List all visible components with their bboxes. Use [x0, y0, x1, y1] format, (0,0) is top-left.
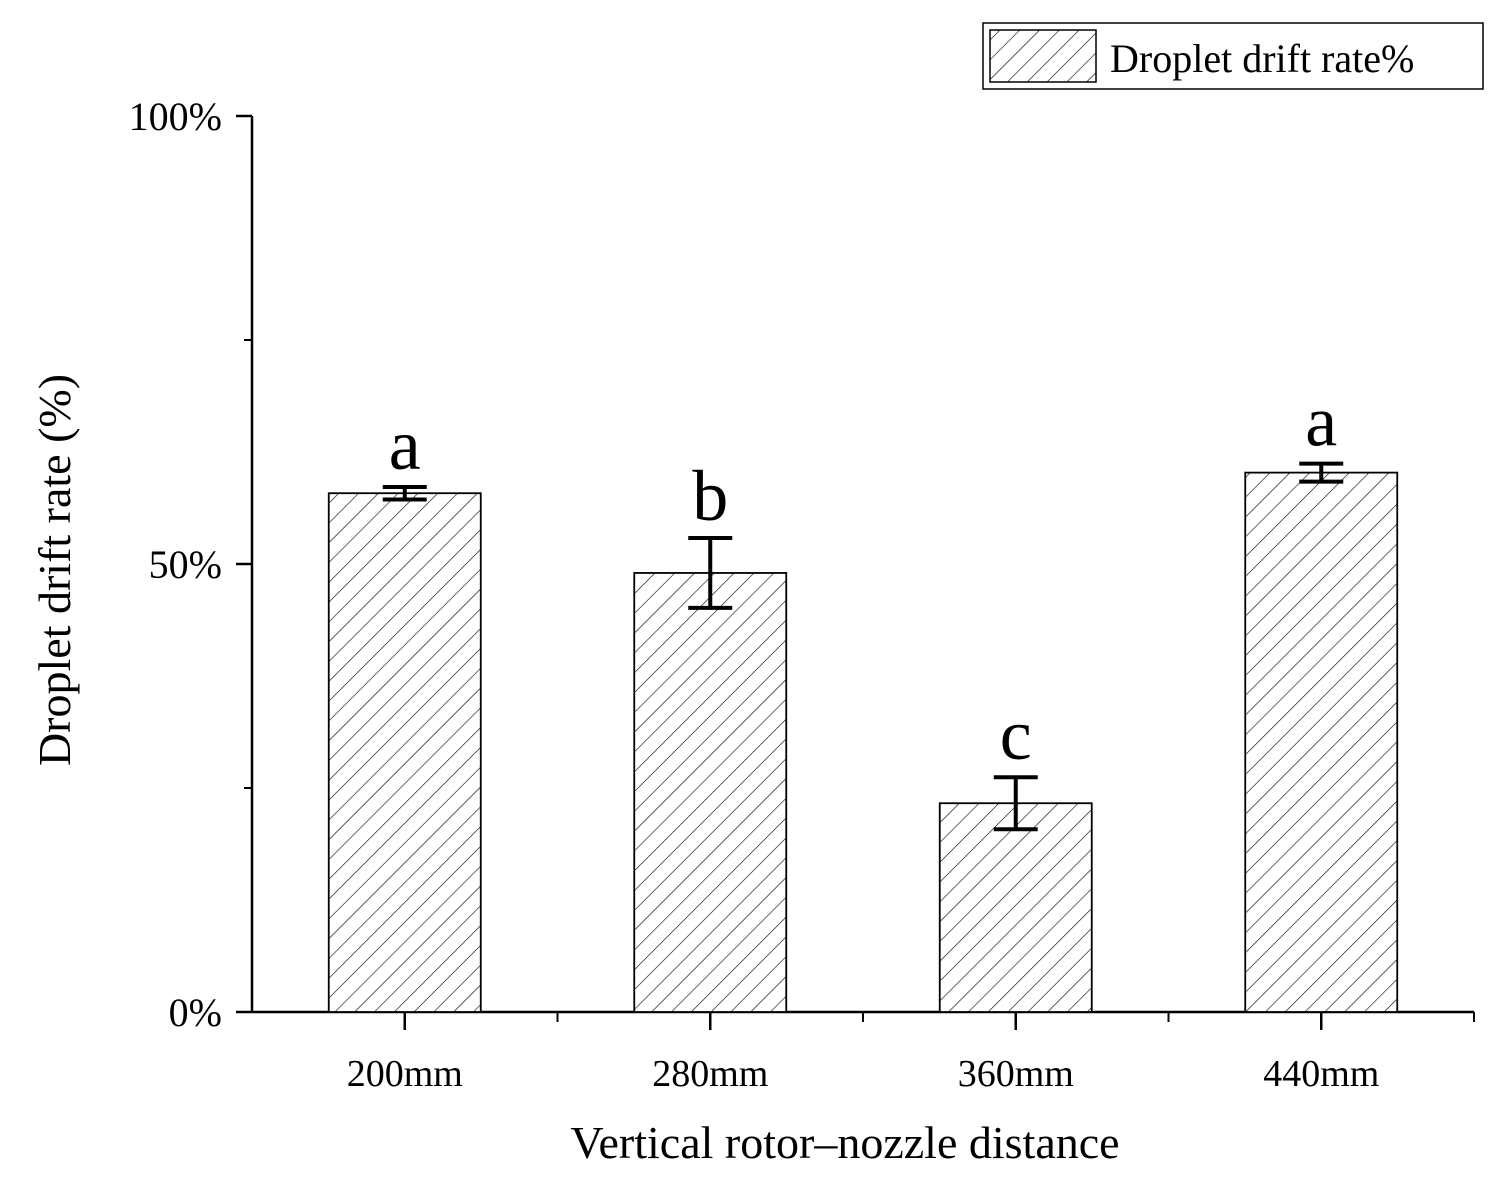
- x-tick-label: 360mm: [958, 1053, 1074, 1095]
- x-tick-label: 200mm: [347, 1053, 463, 1095]
- legend-label: Droplet drift rate%: [1110, 36, 1414, 81]
- significance-label: b: [692, 456, 728, 536]
- legend: Droplet drift rate%: [982, 22, 1484, 90]
- y-tick-labels: 0% 50% 100%: [129, 94, 222, 1035]
- y-tick-label: 0%: [169, 990, 222, 1035]
- bar: [938, 802, 1093, 1013]
- significance-label: c: [1000, 695, 1032, 775]
- bars: [327, 471, 1399, 1013]
- x-tick-label: 280mm: [652, 1053, 768, 1095]
- x-axis-title: Vertical rotor–nozzle distance: [570, 1117, 1119, 1168]
- significance-label: a: [389, 405, 421, 485]
- x-tick-labels: 200mm 280mm 360mm 440mm: [347, 1053, 1380, 1095]
- legend-swatch: [989, 29, 1097, 83]
- significance-label: a: [1305, 382, 1337, 462]
- bar: [1244, 471, 1399, 1013]
- error-bars: [382, 461, 1344, 832]
- bar: [633, 572, 788, 1013]
- y-tick-label: 100%: [129, 94, 222, 139]
- y-tick-label: 50%: [149, 542, 222, 587]
- x-tick-label: 440mm: [1263, 1053, 1379, 1095]
- y-axis-title: Droplet drift rate (%): [29, 374, 80, 766]
- bar: [327, 492, 482, 1013]
- significance-labels: a b c a: [389, 382, 1337, 776]
